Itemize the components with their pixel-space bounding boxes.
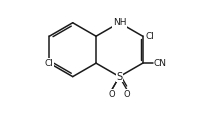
Text: S: S (116, 72, 123, 82)
Text: CN: CN (154, 59, 167, 68)
Text: NH: NH (113, 18, 126, 27)
Text: O: O (124, 90, 130, 99)
Text: Cl: Cl (45, 59, 54, 68)
Text: Cl: Cl (146, 32, 154, 41)
Text: O: O (109, 90, 115, 99)
